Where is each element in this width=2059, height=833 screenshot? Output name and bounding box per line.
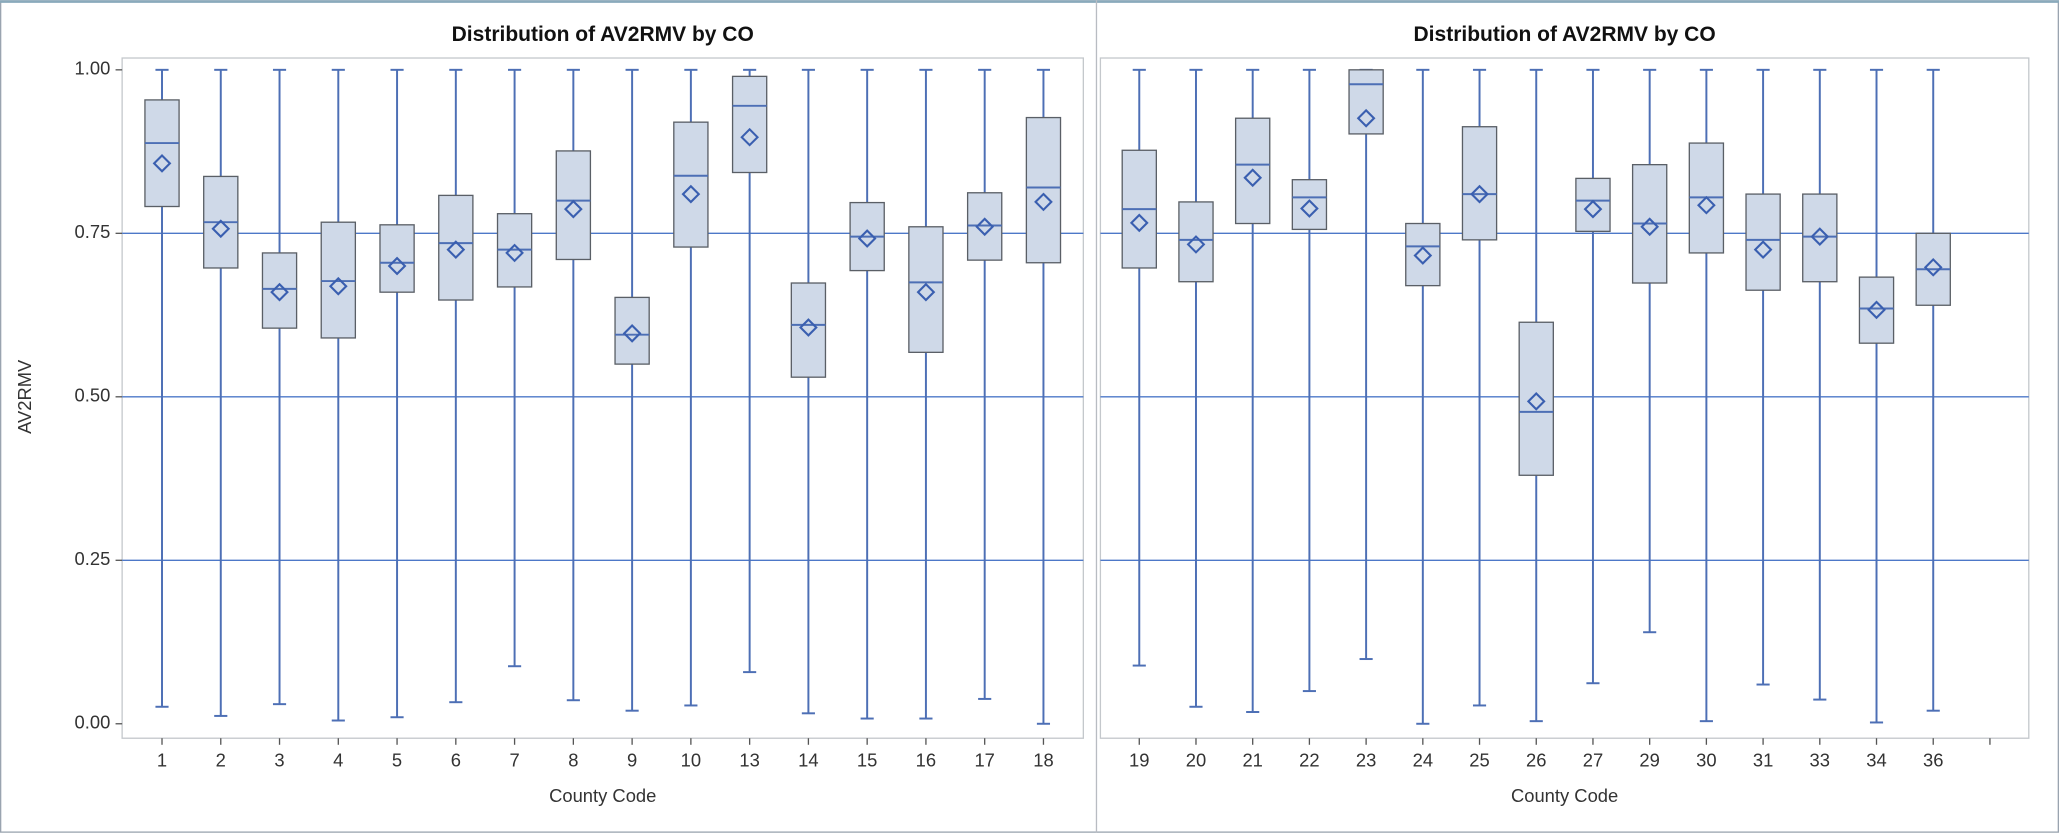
box <box>1291 179 1328 231</box>
x-tick-label: 26 <box>1526 750 1546 771</box>
x-tick-label: 21 <box>1242 750 1262 771</box>
x-tick-label: 19 <box>1129 750 1149 771</box>
box <box>1858 276 1895 344</box>
x-tick-label: 30 <box>1696 750 1716 771</box>
mean-marker <box>1526 392 1546 411</box>
mean-marker <box>1413 246 1433 265</box>
chart-title: Distribution of AV2RMV by CO <box>452 23 754 46</box>
x-tick-label: 24 <box>1413 750 1433 771</box>
x-tick-label: 14 <box>798 750 818 771</box>
mean-marker <box>975 217 995 237</box>
box <box>1405 222 1441 287</box>
x-tick-label: 15 <box>857 750 877 771</box>
x-tick-label: 33 <box>1810 750 1830 771</box>
x-tick-label: 3 <box>274 750 284 771</box>
x-tick-label: 1 <box>157 750 167 771</box>
y-tick-label: 1.00 <box>75 58 111 79</box>
mean-marker <box>1697 195 1716 215</box>
x-tick-label: 8 <box>568 750 578 771</box>
x-tick-label: 27 <box>1583 750 1603 771</box>
box <box>555 150 592 261</box>
x-tick-label: 23 <box>1356 750 1376 771</box>
x-tick-label: 5 <box>392 750 402 771</box>
x-tick-label: 20 <box>1186 750 1206 771</box>
x-tick-label: 10 <box>681 750 701 771</box>
mean-marker <box>211 219 231 239</box>
x-tick-label: 7 <box>509 750 519 771</box>
box <box>908 226 944 353</box>
x-tick-label: 29 <box>1639 750 1659 771</box>
box <box>438 194 474 301</box>
mean-marker <box>681 184 701 204</box>
box <box>614 296 650 365</box>
box <box>144 99 180 208</box>
box <box>1348 69 1384 135</box>
mean-marker <box>1640 217 1660 237</box>
mean-marker <box>446 240 466 260</box>
mean-marker <box>152 153 172 173</box>
x-tick-label: 17 <box>974 750 994 771</box>
x-tick-label: 34 <box>1866 750 1886 771</box>
x-tick-label: 18 <box>1033 750 1053 771</box>
mean-marker <box>1129 213 1149 233</box>
x-tick-label: 9 <box>627 750 637 771</box>
mean-marker <box>270 282 289 302</box>
mean-marker <box>563 199 583 219</box>
plot-frame <box>121 57 1084 739</box>
x-tick-label: 4 <box>333 750 343 771</box>
box <box>261 252 298 329</box>
mean-marker <box>387 256 407 276</box>
y-tick-label: 0.25 <box>75 548 111 569</box>
x-tick-label: 22 <box>1299 750 1319 771</box>
mean-marker <box>328 276 348 296</box>
mean-marker <box>622 324 642 343</box>
box <box>1025 116 1062 264</box>
plot-frame <box>1099 57 2030 739</box>
x-tick-label: 16 <box>916 750 936 771</box>
x-tick-label: 13 <box>739 750 759 771</box>
mean-marker <box>916 282 936 302</box>
mean-marker <box>1867 300 1886 320</box>
y-tick-label: 0.00 <box>75 712 111 733</box>
box <box>1461 126 1498 241</box>
y-axis-label: AV2RMV <box>14 359 35 434</box>
y-tick-label: 0.50 <box>75 385 111 406</box>
box <box>1518 321 1554 476</box>
mean-marker <box>799 318 818 337</box>
x-tick-label: 36 <box>1923 750 1943 771</box>
x-tick-label: 2 <box>216 750 226 771</box>
box <box>790 282 827 378</box>
box <box>1178 201 1214 283</box>
mean-marker <box>1243 168 1263 188</box>
y-tick-label: 0.75 <box>75 221 111 242</box>
mean-marker <box>1470 184 1489 204</box>
x-tick-label: 25 <box>1469 750 1489 771</box>
box <box>1802 193 1838 283</box>
mean-marker <box>1186 235 1206 254</box>
chart-title: Distribution of AV2RMV by CO <box>1414 23 1716 46</box>
x-axis-label: County Code <box>549 785 656 806</box>
mean-marker <box>1300 199 1319 218</box>
x-axis-label: County Code <box>1511 785 1618 806</box>
mean-marker <box>740 127 760 147</box>
x-tick-label: 31 <box>1753 750 1773 771</box>
mean-marker <box>1753 240 1773 260</box>
mean-marker <box>1923 257 1943 277</box>
mean-marker <box>1810 227 1830 246</box>
box <box>673 121 709 248</box>
mean-marker <box>1034 192 1053 212</box>
mean-marker <box>857 229 877 248</box>
box <box>1575 177 1611 233</box>
box <box>731 75 768 174</box>
mean-marker <box>1356 108 1376 128</box>
mean-marker <box>1583 199 1603 219</box>
mean-marker <box>505 243 524 263</box>
x-tick-label: 6 <box>451 750 461 771</box>
